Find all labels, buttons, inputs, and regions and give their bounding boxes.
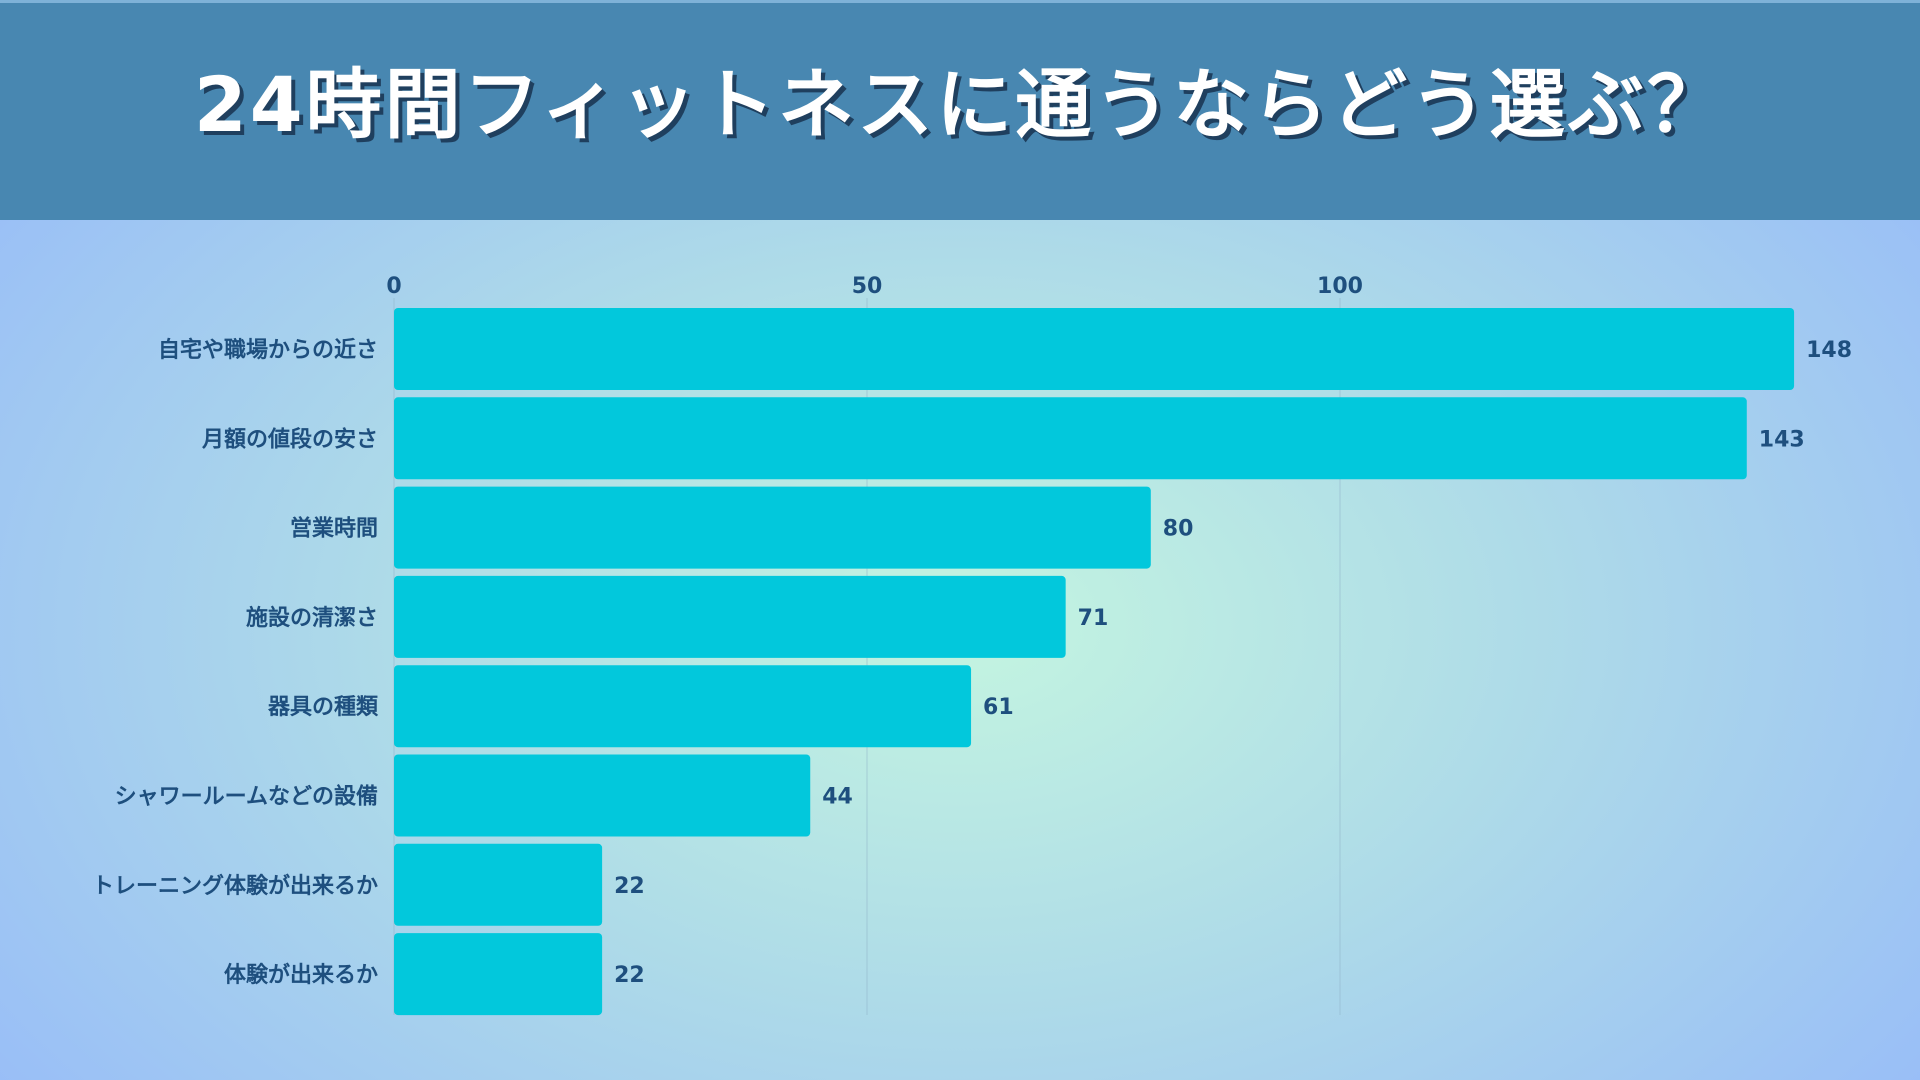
bar-0 (394, 308, 1795, 390)
value-label-6: 22 (614, 874, 645, 899)
bar-2 (394, 486, 1151, 569)
labels: 0 50 100 自宅や職場からの近さ 148 月額の値段の安さ 143 営業時間 80 施設の清… (92, 274, 1852, 988)
category-label-5: シャワールームなどの設備 (115, 784, 378, 810)
bar-1 (394, 397, 1747, 480)
category-label-0: 自宅や職場からの近さ (158, 337, 378, 363)
x-tick-label-100: 100 (1317, 274, 1363, 299)
x-tick-label-0: 0 (386, 274, 401, 299)
x-tick-label-50: 50 (852, 274, 883, 299)
value-label-2: 80 (1163, 517, 1194, 542)
bar-5 (394, 754, 811, 837)
value-label-1: 143 (1759, 427, 1805, 452)
value-label-7: 22 (614, 963, 645, 988)
category-label-2: 営業時間 (290, 516, 378, 542)
value-label-3: 71 (1078, 606, 1109, 631)
bars (394, 308, 1795, 1016)
chart-title: 24時間フィットネスに通うならどう選ぶ？ (193, 60, 1727, 149)
category-label-6: トレーニング体験が出来るか (92, 873, 378, 899)
bar-3 (394, 575, 1066, 658)
title-banner: 24時間フィットネスに通うならどう選ぶ？ (0, 0, 1920, 220)
bar-7 (394, 933, 603, 1016)
value-label-0: 148 (1806, 338, 1852, 363)
category-label-1: 月額の値段の安さ (201, 426, 378, 452)
category-label-3: 施設の清潔さ (246, 605, 378, 631)
category-label-4: 器具の種類 (267, 695, 379, 720)
category-label-7: 体験が出来るか (224, 962, 378, 988)
value-label-4: 61 (983, 695, 1014, 720)
bar-6 (394, 843, 603, 926)
value-label-5: 44 (822, 785, 853, 810)
bar-4 (394, 665, 972, 748)
